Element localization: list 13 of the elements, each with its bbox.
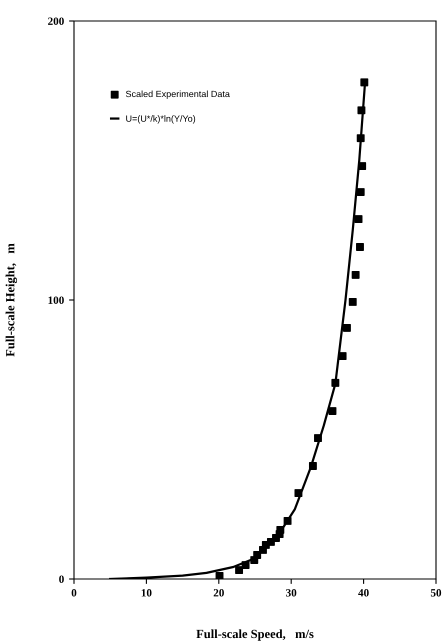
y-tick-label: 100: [48, 296, 64, 304]
x-tick-label: 0: [72, 589, 76, 597]
x-tick-label: 50: [430, 589, 442, 597]
x-axis-title: Full-scale Speed, m/s: [196, 629, 314, 641]
y-tick-label: 0: [59, 575, 64, 583]
legend-label: Scaled Experimental Data: [126, 90, 230, 99]
x-tick-label: 30: [286, 589, 296, 597]
x-tick-label: 10: [142, 589, 152, 597]
legend-label: U=(U*/k)*ln(Y/Yo): [126, 115, 196, 124]
x-tick-label: 40: [358, 589, 369, 597]
x-tick-label: 20: [214, 589, 224, 597]
y-axis-title: Full-scale Height, m: [6, 243, 18, 357]
y-tick-label: 200: [48, 17, 64, 25]
